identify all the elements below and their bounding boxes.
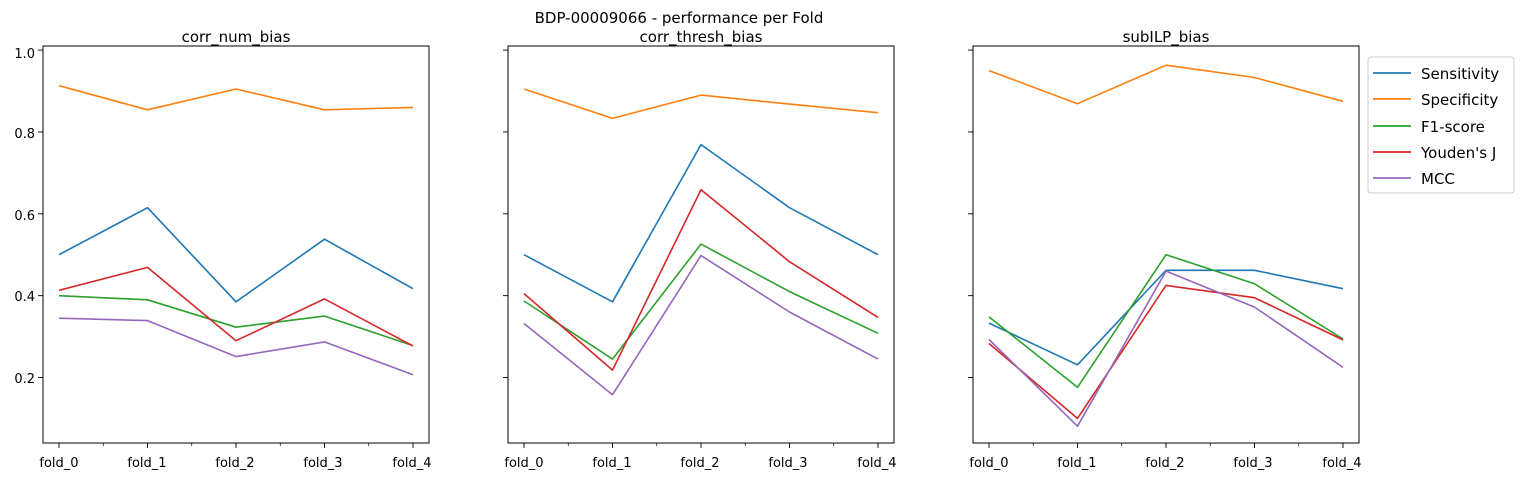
legend-label: Sensitivity bbox=[1421, 65, 1499, 83]
legend-entry-mcc: MCC bbox=[1373, 170, 1455, 188]
x-tick-label: fold_1 bbox=[127, 456, 166, 471]
series-line-youden-s-j bbox=[523, 188, 879, 371]
x-tick-label: fold_0 bbox=[39, 456, 78, 471]
y-tick-label: 0.8 bbox=[14, 127, 35, 142]
legend: Sensitivity Specificity F1-score Youden'… bbox=[1367, 56, 1515, 194]
panel-title: corr_num_bias bbox=[182, 28, 291, 47]
legend-frame bbox=[1367, 56, 1515, 194]
panel-title: corr_thresh_bias bbox=[640, 28, 763, 47]
figure-suptitle: BDP-00009066 - performance per Fold bbox=[535, 9, 824, 27]
axes-frame bbox=[972, 45, 1360, 444]
plot-area bbox=[988, 64, 1344, 428]
series-line-f1-score bbox=[58, 294, 414, 347]
x-tick-label: fold_3 bbox=[768, 456, 807, 471]
panel-title: subILP_bias bbox=[1123, 28, 1210, 47]
y-tick-label: 0.6 bbox=[14, 209, 35, 224]
series-line-f1-score bbox=[988, 253, 1344, 389]
series-line-youden-s-j bbox=[988, 284, 1344, 420]
x-tick-label: fold_2 bbox=[1145, 456, 1184, 471]
y-tick-label: 0.2 bbox=[14, 372, 35, 387]
legend-label: Specificity bbox=[1421, 91, 1498, 109]
panel-subilp-bias: subILP_bias fold_0 fold_1 fold_2 fold_3 … bbox=[968, 28, 1362, 471]
legend-entry-f1-score: F1-score bbox=[1373, 118, 1485, 136]
x-tick-label: fold_2 bbox=[680, 456, 719, 471]
series-line-mcc bbox=[523, 254, 879, 396]
x-tick-label: fold_4 bbox=[857, 456, 896, 471]
x-tick-labels: fold_0 fold_1 fold_2 fold_3 fold_4 bbox=[39, 456, 431, 471]
series-line-f1-score bbox=[523, 243, 879, 360]
series-line-sensitivity bbox=[988, 269, 1344, 366]
series-line-specificity bbox=[58, 84, 414, 111]
legend-entry-sensitivity: Sensitivity bbox=[1373, 65, 1499, 83]
series-line-specificity bbox=[988, 64, 1344, 105]
x-tick-labels: fold_0 fold_1 fold_2 fold_3 fold_4 bbox=[504, 456, 896, 471]
series-line-sensitivity bbox=[58, 206, 414, 303]
x-tick-label: fold_4 bbox=[1322, 456, 1361, 471]
panel-corr-num-bias: corr_num_bias fold_0 fold_1 fold_2 fold_… bbox=[14, 28, 431, 471]
y-tick-label: 1.0 bbox=[14, 47, 35, 62]
plot-area bbox=[523, 88, 879, 396]
legend-entry-specificity: Specificity bbox=[1373, 91, 1498, 109]
y-tick-labels: 0.2 0.4 0.6 0.8 1.0 bbox=[14, 47, 35, 387]
x-tick-label: fold_4 bbox=[392, 456, 431, 471]
series-line-youden-s-j bbox=[58, 266, 414, 347]
legend-label: F1-score bbox=[1421, 118, 1485, 136]
axes-frame bbox=[42, 45, 430, 444]
series-line-sensitivity bbox=[523, 143, 879, 303]
legend-label: MCC bbox=[1421, 170, 1455, 188]
plot-area bbox=[58, 84, 414, 376]
x-tick-label: fold_0 bbox=[969, 456, 1008, 471]
x-tick-label: fold_0 bbox=[504, 456, 543, 471]
legend-entry-youdens-j: Youden's J bbox=[1373, 144, 1496, 162]
series-line-mcc bbox=[988, 270, 1344, 428]
x-tick-label: fold_1 bbox=[1057, 456, 1096, 471]
x-tick-labels: fold_0 fold_1 fold_2 fold_3 fold_4 bbox=[969, 456, 1361, 471]
series-line-specificity bbox=[523, 88, 879, 120]
x-tick-label: fold_2 bbox=[215, 456, 254, 471]
x-tick-label: fold_3 bbox=[1233, 456, 1272, 471]
x-tick-label: fold_1 bbox=[592, 456, 631, 471]
x-tick-label: fold_3 bbox=[303, 456, 342, 471]
panel-corr-thresh-bias: corr_thresh_bias fold_0 fold_1 fold_2 fo… bbox=[503, 28, 897, 471]
legend-label: Youden's J bbox=[1420, 144, 1496, 162]
y-tick-label: 0.4 bbox=[14, 290, 35, 305]
series-line-mcc bbox=[58, 317, 414, 376]
